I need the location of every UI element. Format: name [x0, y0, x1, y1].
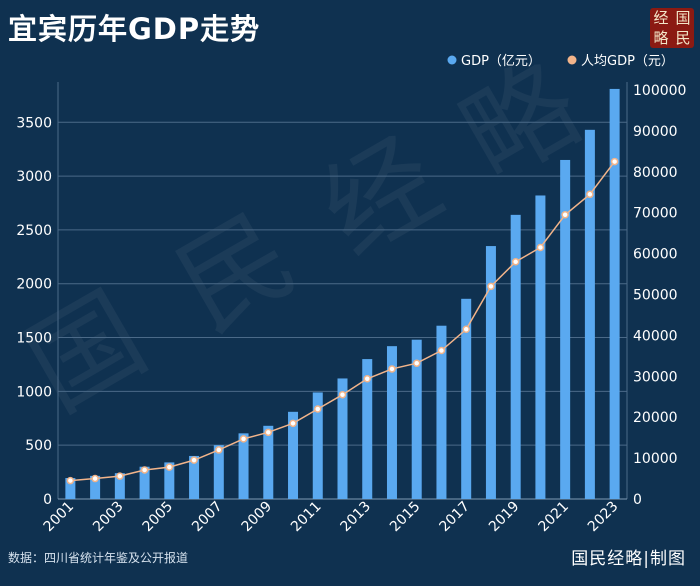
- y-right-tick-label: 0: [633, 492, 642, 508]
- bar: [90, 475, 101, 499]
- legend-percapita-label: 人均GDP（元）: [581, 54, 674, 69]
- x-tick-label: 2003: [90, 499, 127, 536]
- bar: [461, 298, 472, 499]
- line-point: [388, 365, 396, 373]
- line-point: [561, 210, 569, 219]
- x-tick-label: 2021: [535, 499, 572, 536]
- bar: [411, 339, 422, 499]
- x-tick-label: 2019: [486, 499, 523, 536]
- x-tick-label: 2017: [437, 499, 474, 536]
- logo-char: 民: [675, 28, 691, 47]
- bar: [189, 455, 200, 499]
- x-tick-label: 2009: [239, 499, 276, 536]
- bar: [238, 433, 249, 499]
- y-left-tick-label: 500: [25, 438, 52, 454]
- bar: [560, 159, 571, 500]
- x-tick-label: 2015: [387, 499, 424, 536]
- x-tick-label: 2005: [140, 499, 177, 536]
- bar: [510, 214, 521, 499]
- line-point: [338, 390, 347, 399]
- legend-percapita-swatch: [567, 55, 577, 65]
- x-tick-label: 2007: [189, 499, 226, 536]
- chart-title: 宜宾历年GDP走势: [8, 12, 261, 46]
- legend-gdp-swatch: [447, 55, 457, 65]
- data-source: 数据：四川省统计年鉴及公开报道: [8, 551, 189, 565]
- bar: [386, 346, 397, 499]
- x-tick-label: 2011: [288, 499, 325, 536]
- bar: [609, 88, 620, 500]
- y-right-tick-label: 70000: [633, 206, 678, 222]
- y-right-tick-label: 30000: [633, 369, 678, 385]
- brand-credit: 国民经略|制图: [571, 549, 686, 569]
- logo-char: 经: [653, 8, 669, 27]
- y-left-tick-label: 3500: [16, 115, 52, 131]
- bar: [362, 359, 373, 499]
- line-point: [289, 419, 297, 428]
- line-point: [91, 474, 99, 483]
- bar: [535, 195, 546, 499]
- line-point: [66, 476, 75, 485]
- line-point: [586, 190, 594, 199]
- line-point: [363, 375, 371, 383]
- y-right-tick-label: 40000: [633, 328, 678, 344]
- line-point: [264, 428, 273, 437]
- line-point: [487, 282, 495, 291]
- y-right-tick-label: 100000: [633, 83, 686, 99]
- line-point: [314, 405, 322, 413]
- line-point: [116, 472, 124, 480]
- bar: [114, 473, 125, 499]
- y-left-tick-label: 2500: [16, 223, 52, 239]
- bar: [139, 466, 150, 499]
- bar: [584, 129, 595, 500]
- bar: [213, 445, 224, 499]
- y-right-tick-label: 80000: [633, 165, 678, 181]
- line-point: [511, 258, 520, 266]
- y-left-tick-label: 1500: [16, 331, 52, 347]
- y-right-tick-label: 50000: [633, 288, 678, 304]
- y-right-tick-label: 10000: [633, 451, 678, 467]
- line-point: [239, 435, 248, 443]
- y-right-tick-label: 60000: [633, 247, 678, 263]
- logo: 经 国 略 民: [650, 8, 694, 48]
- x-tick-label: 2013: [338, 499, 375, 536]
- line-point: [536, 243, 545, 252]
- y-right-tick-label: 20000: [633, 410, 678, 426]
- legend-gdp-label: GDP（亿元）: [461, 54, 541, 69]
- line-point: [610, 157, 619, 166]
- bar: [312, 392, 323, 499]
- bar: [65, 478, 76, 499]
- line-point: [140, 466, 149, 474]
- line-point: [190, 456, 198, 464]
- bar: [164, 462, 175, 499]
- y-left-tick-label: 3000: [16, 169, 52, 185]
- bar: [337, 378, 348, 499]
- line-point: [437, 346, 446, 355]
- y-left-tick-label: 2000: [16, 277, 52, 293]
- y-left-tick-label: 0: [43, 492, 52, 508]
- line-point: [462, 325, 470, 334]
- y-left-tick-label: 1000: [16, 384, 52, 400]
- logo-char: 国: [675, 8, 691, 27]
- x-tick-label: 2023: [585, 499, 622, 536]
- line-point: [215, 446, 223, 454]
- line-point: [165, 463, 174, 471]
- bar: [436, 325, 447, 499]
- logo-char: 略: [653, 28, 669, 47]
- y-right-tick-label: 90000: [633, 124, 678, 140]
- bar: [485, 246, 496, 499]
- bar: [288, 411, 299, 499]
- bar: [263, 425, 274, 499]
- line-point: [412, 359, 421, 367]
